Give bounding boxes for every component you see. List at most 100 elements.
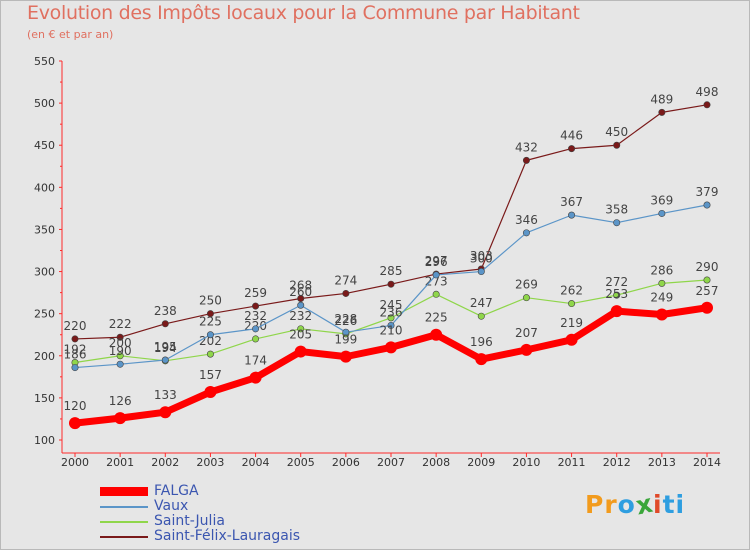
data-label: 250 [199,294,222,308]
legend-item: Saint-Félix-Lauragais [100,528,360,544]
data-label: 245 [380,298,403,312]
data-label: 232 [244,309,267,323]
data-label: 346 [515,213,538,227]
data-label: 207 [515,326,538,340]
data-point [249,371,262,384]
data-point [568,211,576,219]
data-label: 222 [109,317,132,331]
data-label: 273 [425,274,448,288]
data-label: 249 [650,291,673,305]
data-point [294,345,307,358]
data-point [206,350,214,358]
x-tick-label: 2011 [558,456,586,469]
data-point [658,209,666,217]
data-point [703,201,711,209]
data-label: 446 [560,129,583,143]
data-label: 285 [380,264,403,278]
data-label: 498 [696,85,719,99]
data-label: 228 [334,312,357,326]
data-point [568,145,576,153]
data-point [522,229,530,237]
data-label: 286 [650,263,673,277]
data-point [297,325,305,333]
chart-subtitle: (en € et par an) [27,28,114,41]
logo-part: o [617,490,636,519]
y-tick-label: 350 [34,223,55,236]
legend-item: Vaux [100,498,360,514]
data-label: 210 [380,323,403,337]
data-point [703,101,711,109]
data-point [522,294,530,302]
data-point [477,312,485,320]
data-label: 257 [696,284,719,298]
data-point [206,310,214,318]
data-point [387,321,395,329]
data-point [565,333,578,346]
data-label: 300 [470,252,493,266]
data-label: 195 [154,340,177,354]
data-point [613,219,621,227]
data-label: 225 [425,311,448,325]
legend-label: Saint-Julia [154,513,225,529]
x-tick-label: 2006 [332,456,360,469]
data-label: 192 [64,343,87,357]
data-point [613,291,621,299]
data-point [69,417,81,430]
proxiti-logo: Proxiti [585,489,685,521]
data-point [116,352,124,360]
data-point [342,328,350,336]
data-label: 450 [605,125,628,139]
data-label: 274 [334,273,357,287]
chart-title: Evolution des Impôts locaux pour la Comm… [27,2,580,24]
data-point [116,360,124,368]
data-label: 199 [334,333,357,347]
data-label: 358 [605,203,628,217]
data-label: 369 [650,193,673,207]
data-point [703,276,711,284]
data-label: 194 [154,341,177,355]
x-tick-label: 2003 [196,456,224,469]
y-tick-label: 100 [34,434,55,447]
x-tick-label: 2004 [242,456,270,469]
data-point [520,343,533,356]
data-label: 303 [470,249,493,263]
y-tick-label: 500 [34,97,55,110]
data-point [71,335,79,343]
data-label: 379 [696,185,719,199]
data-point [387,280,395,288]
data-label: 126 [109,394,132,408]
legend-swatch [100,536,148,538]
data-label: 272 [605,275,628,289]
data-point [297,295,305,303]
data-label: 489 [650,92,673,106]
x-tick-label: 2001 [106,456,134,469]
y-tick-label: 200 [34,350,55,363]
data-label: 260 [289,285,312,299]
data-point [385,341,397,354]
x-tick-label: 2010 [512,456,540,469]
logo-part: Pr [585,490,618,519]
data-label: 157 [199,368,222,382]
data-point [477,268,485,276]
y-tick-label: 150 [34,392,55,405]
data-label: 225 [199,315,222,329]
data-label: 247 [470,296,493,310]
y-tick-label: 400 [34,181,55,194]
data-point [252,335,260,343]
data-label: 205 [289,328,312,342]
data-label: 200 [109,336,132,350]
data-label: 174 [244,354,267,368]
data-point [475,353,488,366]
x-tick-label: 2012 [603,456,631,469]
chart-legend: FALGA Vaux Saint-Julia Saint-Félix-Lauragai… [100,483,360,544]
data-point [206,331,214,339]
data-point [116,333,124,341]
data-label: 190 [109,344,132,358]
legend-label: Vaux [154,498,189,514]
data-point [204,385,217,398]
data-point [432,271,440,279]
data-label: 226 [334,314,357,328]
data-label: 432 [515,140,538,154]
data-point [522,156,530,164]
